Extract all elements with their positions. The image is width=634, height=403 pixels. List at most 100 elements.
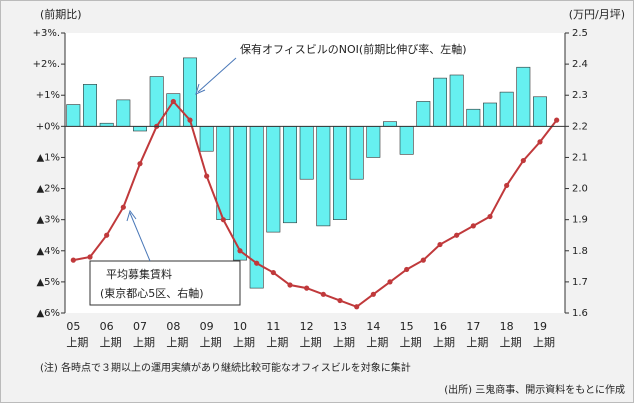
line [73,99,558,308]
bar [433,77,447,127]
x-tick-label: 05 [66,320,80,333]
y2-tick-label: 1.7 [572,277,588,288]
point [204,173,210,179]
x-tick-sublabel: 上期 [533,336,555,349]
y-tick-label: ▲5% [36,277,60,288]
point [387,279,393,285]
point [554,117,560,123]
point [370,291,376,297]
point [420,257,426,263]
y2-tick-label: 1.9 [572,215,588,226]
x-tick-sublabel: 上期 [133,336,155,349]
x-tick-label: 10 [233,320,247,333]
y2-tick-label: 2.5 [572,28,588,39]
x-tick-label: 07 [133,320,147,333]
point [320,291,326,297]
bar [316,126,331,227]
annotation-box [89,260,241,306]
point [504,182,510,189]
x-tick-sublabel: 上期 [66,336,88,349]
x-tick-sublabel: 上期 [500,336,522,349]
x-tick-label: 19 [533,320,547,333]
bar [499,91,514,127]
arrow-head [126,209,137,222]
annotation-arrow [129,212,151,262]
y-tick-label: ▲3% [36,215,60,226]
point [104,232,110,238]
y2-tick-label: 1.6 [572,308,588,319]
bar [349,126,364,180]
y2-tick-label: 2.4 [572,59,588,70]
x-tick-sublabel: 上期 [366,336,388,349]
x-tick-sublabel: 上期 [100,336,122,349]
x-tick-label: 11 [266,320,280,333]
bar [533,96,547,127]
point [337,297,343,304]
y2-unit: (万円/月坪) [569,8,625,21]
x-tick-label: 12 [300,320,314,333]
point [187,117,193,123]
x-tick-sublabel: 上期 [433,336,455,349]
x-tick-sublabel: 上期 [400,336,422,349]
bar [266,126,281,233]
point [304,285,310,291]
point [70,257,76,263]
bar [199,126,214,152]
x-tick-sublabel: 上期 [300,336,322,349]
point [137,161,143,167]
point [220,217,226,223]
x-tick-label: 06 [100,320,114,333]
bar [299,126,314,180]
point [237,248,243,254]
annotation: 平均募集賃料 [106,267,172,281]
x-tick-sublabel: 上期 [166,336,188,349]
y-tick-label: +2%. [33,59,60,70]
bar [449,74,464,127]
point [87,254,93,260]
y-tick-label: +1% [36,90,60,101]
y2-tick-label: 2.2 [572,121,588,132]
y2-tick-label: 1.8 [572,246,588,257]
y-tick-label: ▲6% [36,308,60,319]
bar [116,99,131,127]
x-tick-label: 16 [433,320,447,333]
annotation: 保有オフィスビルのNOI(前期比伸び率、左軸) [240,42,467,56]
y-tick-label: ▲1% [36,152,60,163]
y-tick-label: +3%. [33,28,60,39]
y-unit: (前期比) [40,7,82,21]
point [120,204,126,210]
source: (出所) 三鬼商事、開示資料をもとに作成 [444,383,625,396]
bar [83,84,97,127]
point [470,223,476,229]
point [170,98,176,105]
note: (注) 各時点で３期以上の運用実績があり継続比較可能なオフィスビルを対象に集計 [40,361,411,374]
x-tick-label: 14 [366,320,380,333]
x-tick-sublabel: 上期 [233,336,255,349]
x-tick-label: 15 [400,320,414,333]
bar [383,121,397,127]
bar [399,126,414,155]
bar [416,101,431,127]
y2-tick-label: 2.0 [572,184,588,195]
point [404,266,410,273]
y2-tick-label: 2.3 [572,90,588,101]
bar [516,66,531,127]
y-tick-label: ▲2% [36,184,60,195]
y-tick-label: ▲4% [36,246,60,257]
x-tick-sublabel: 上期 [200,336,222,349]
x-tick-label: 08 [166,320,180,333]
point [254,260,260,266]
arrow-head [195,83,206,95]
x-tick-label: 18 [500,320,514,333]
y2-tick-label: 2.1 [572,152,588,163]
x-tick-sublabel: 上期 [266,336,288,349]
annotation: (東京都心5区、右軸) [100,286,204,300]
point [270,269,276,276]
x-tick-label: 13 [333,320,347,333]
point [287,282,293,288]
bar [483,102,497,127]
point [537,139,543,145]
marks [65,57,565,310]
bar [66,104,81,127]
